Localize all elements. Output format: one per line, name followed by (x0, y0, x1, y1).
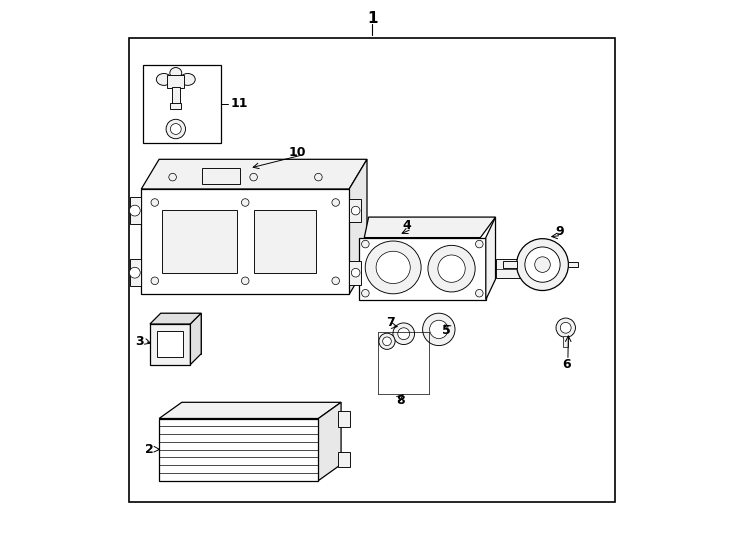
Bar (170, 103, 181, 109)
Bar (129, 38, 615, 502)
Circle shape (241, 199, 249, 206)
Circle shape (476, 289, 483, 297)
Circle shape (332, 199, 339, 206)
Polygon shape (190, 313, 201, 365)
Circle shape (129, 205, 140, 216)
Polygon shape (359, 238, 486, 300)
Polygon shape (150, 313, 201, 324)
Bar (172, 87, 180, 104)
Bar (253, 210, 316, 273)
Ellipse shape (428, 245, 475, 292)
Text: 2: 2 (145, 443, 153, 456)
Bar (143, 65, 221, 143)
Polygon shape (319, 402, 341, 481)
Polygon shape (131, 259, 141, 286)
Text: 1: 1 (367, 11, 378, 26)
Text: 8: 8 (396, 394, 405, 407)
Polygon shape (141, 159, 367, 189)
Bar (162, 210, 237, 273)
Circle shape (517, 239, 568, 291)
Circle shape (560, 322, 571, 333)
Text: 4: 4 (402, 219, 411, 232)
Circle shape (398, 328, 410, 340)
Ellipse shape (438, 255, 465, 282)
Polygon shape (159, 418, 319, 481)
Circle shape (476, 240, 483, 248)
Bar (563, 336, 568, 347)
Text: 9: 9 (555, 225, 564, 238)
Circle shape (352, 206, 360, 215)
Text: 5: 5 (442, 324, 450, 337)
Circle shape (362, 289, 369, 297)
Bar (338, 411, 350, 427)
Circle shape (352, 268, 360, 277)
Bar (338, 452, 350, 467)
Circle shape (166, 119, 186, 139)
Polygon shape (159, 402, 341, 418)
Circle shape (151, 277, 159, 285)
Ellipse shape (170, 68, 182, 78)
Circle shape (332, 277, 339, 285)
Circle shape (393, 323, 415, 345)
Circle shape (170, 124, 181, 134)
Circle shape (429, 320, 448, 339)
Bar (157, 331, 184, 357)
Bar (203, 168, 240, 184)
Polygon shape (349, 261, 361, 285)
Circle shape (250, 173, 258, 181)
Polygon shape (364, 217, 495, 238)
Text: 7: 7 (386, 316, 395, 329)
Polygon shape (486, 217, 495, 300)
Text: 11: 11 (231, 97, 248, 110)
Polygon shape (349, 159, 367, 294)
Polygon shape (131, 197, 141, 224)
Polygon shape (141, 189, 349, 294)
Circle shape (423, 313, 455, 346)
Bar (503, 261, 517, 268)
Text: 3: 3 (135, 335, 143, 348)
Circle shape (151, 199, 159, 206)
Circle shape (556, 318, 575, 338)
Circle shape (169, 173, 176, 181)
Circle shape (129, 267, 140, 278)
Circle shape (362, 240, 369, 248)
Circle shape (315, 173, 322, 181)
Bar (568, 262, 578, 267)
Circle shape (241, 277, 249, 285)
Polygon shape (150, 324, 190, 365)
Circle shape (535, 257, 550, 272)
Circle shape (382, 337, 391, 346)
Polygon shape (349, 199, 361, 222)
Bar (495, 259, 526, 278)
Ellipse shape (366, 241, 421, 294)
Text: 10: 10 (288, 146, 306, 159)
Circle shape (379, 333, 395, 349)
Text: 6: 6 (562, 358, 571, 371)
Bar (167, 75, 184, 88)
Circle shape (525, 247, 560, 282)
Ellipse shape (376, 251, 410, 284)
Polygon shape (161, 313, 201, 354)
Ellipse shape (180, 73, 195, 85)
Ellipse shape (156, 73, 172, 85)
